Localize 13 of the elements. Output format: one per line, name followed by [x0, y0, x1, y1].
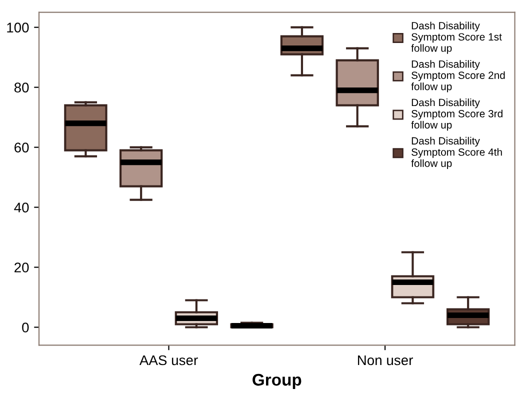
x-axis-title: Group [252, 374, 302, 389]
legend-label: Dash Disability Symptom Score 1st follow up [411, 22, 502, 54]
y-tick-label: 80 [14, 82, 29, 92]
y-tick-label: 0 [22, 322, 29, 332]
legend-label: Dash Disability Symptom Score 4th follow up [411, 136, 502, 170]
y-tick-label: 40 [14, 202, 29, 212]
x-tick-label: Non user [358, 355, 413, 366]
y-tick-label: 60 [14, 142, 29, 152]
x-tick-label: AAS user [139, 355, 198, 366]
legend-label: Dash Disability Symptom Score 3rd follow up [411, 98, 502, 131]
y-tick-label: 100 [7, 22, 29, 32]
y-tick-label: 20 [14, 262, 29, 272]
legend-label: Dash Disability Symptom Score 2nd follow up [411, 60, 505, 92]
